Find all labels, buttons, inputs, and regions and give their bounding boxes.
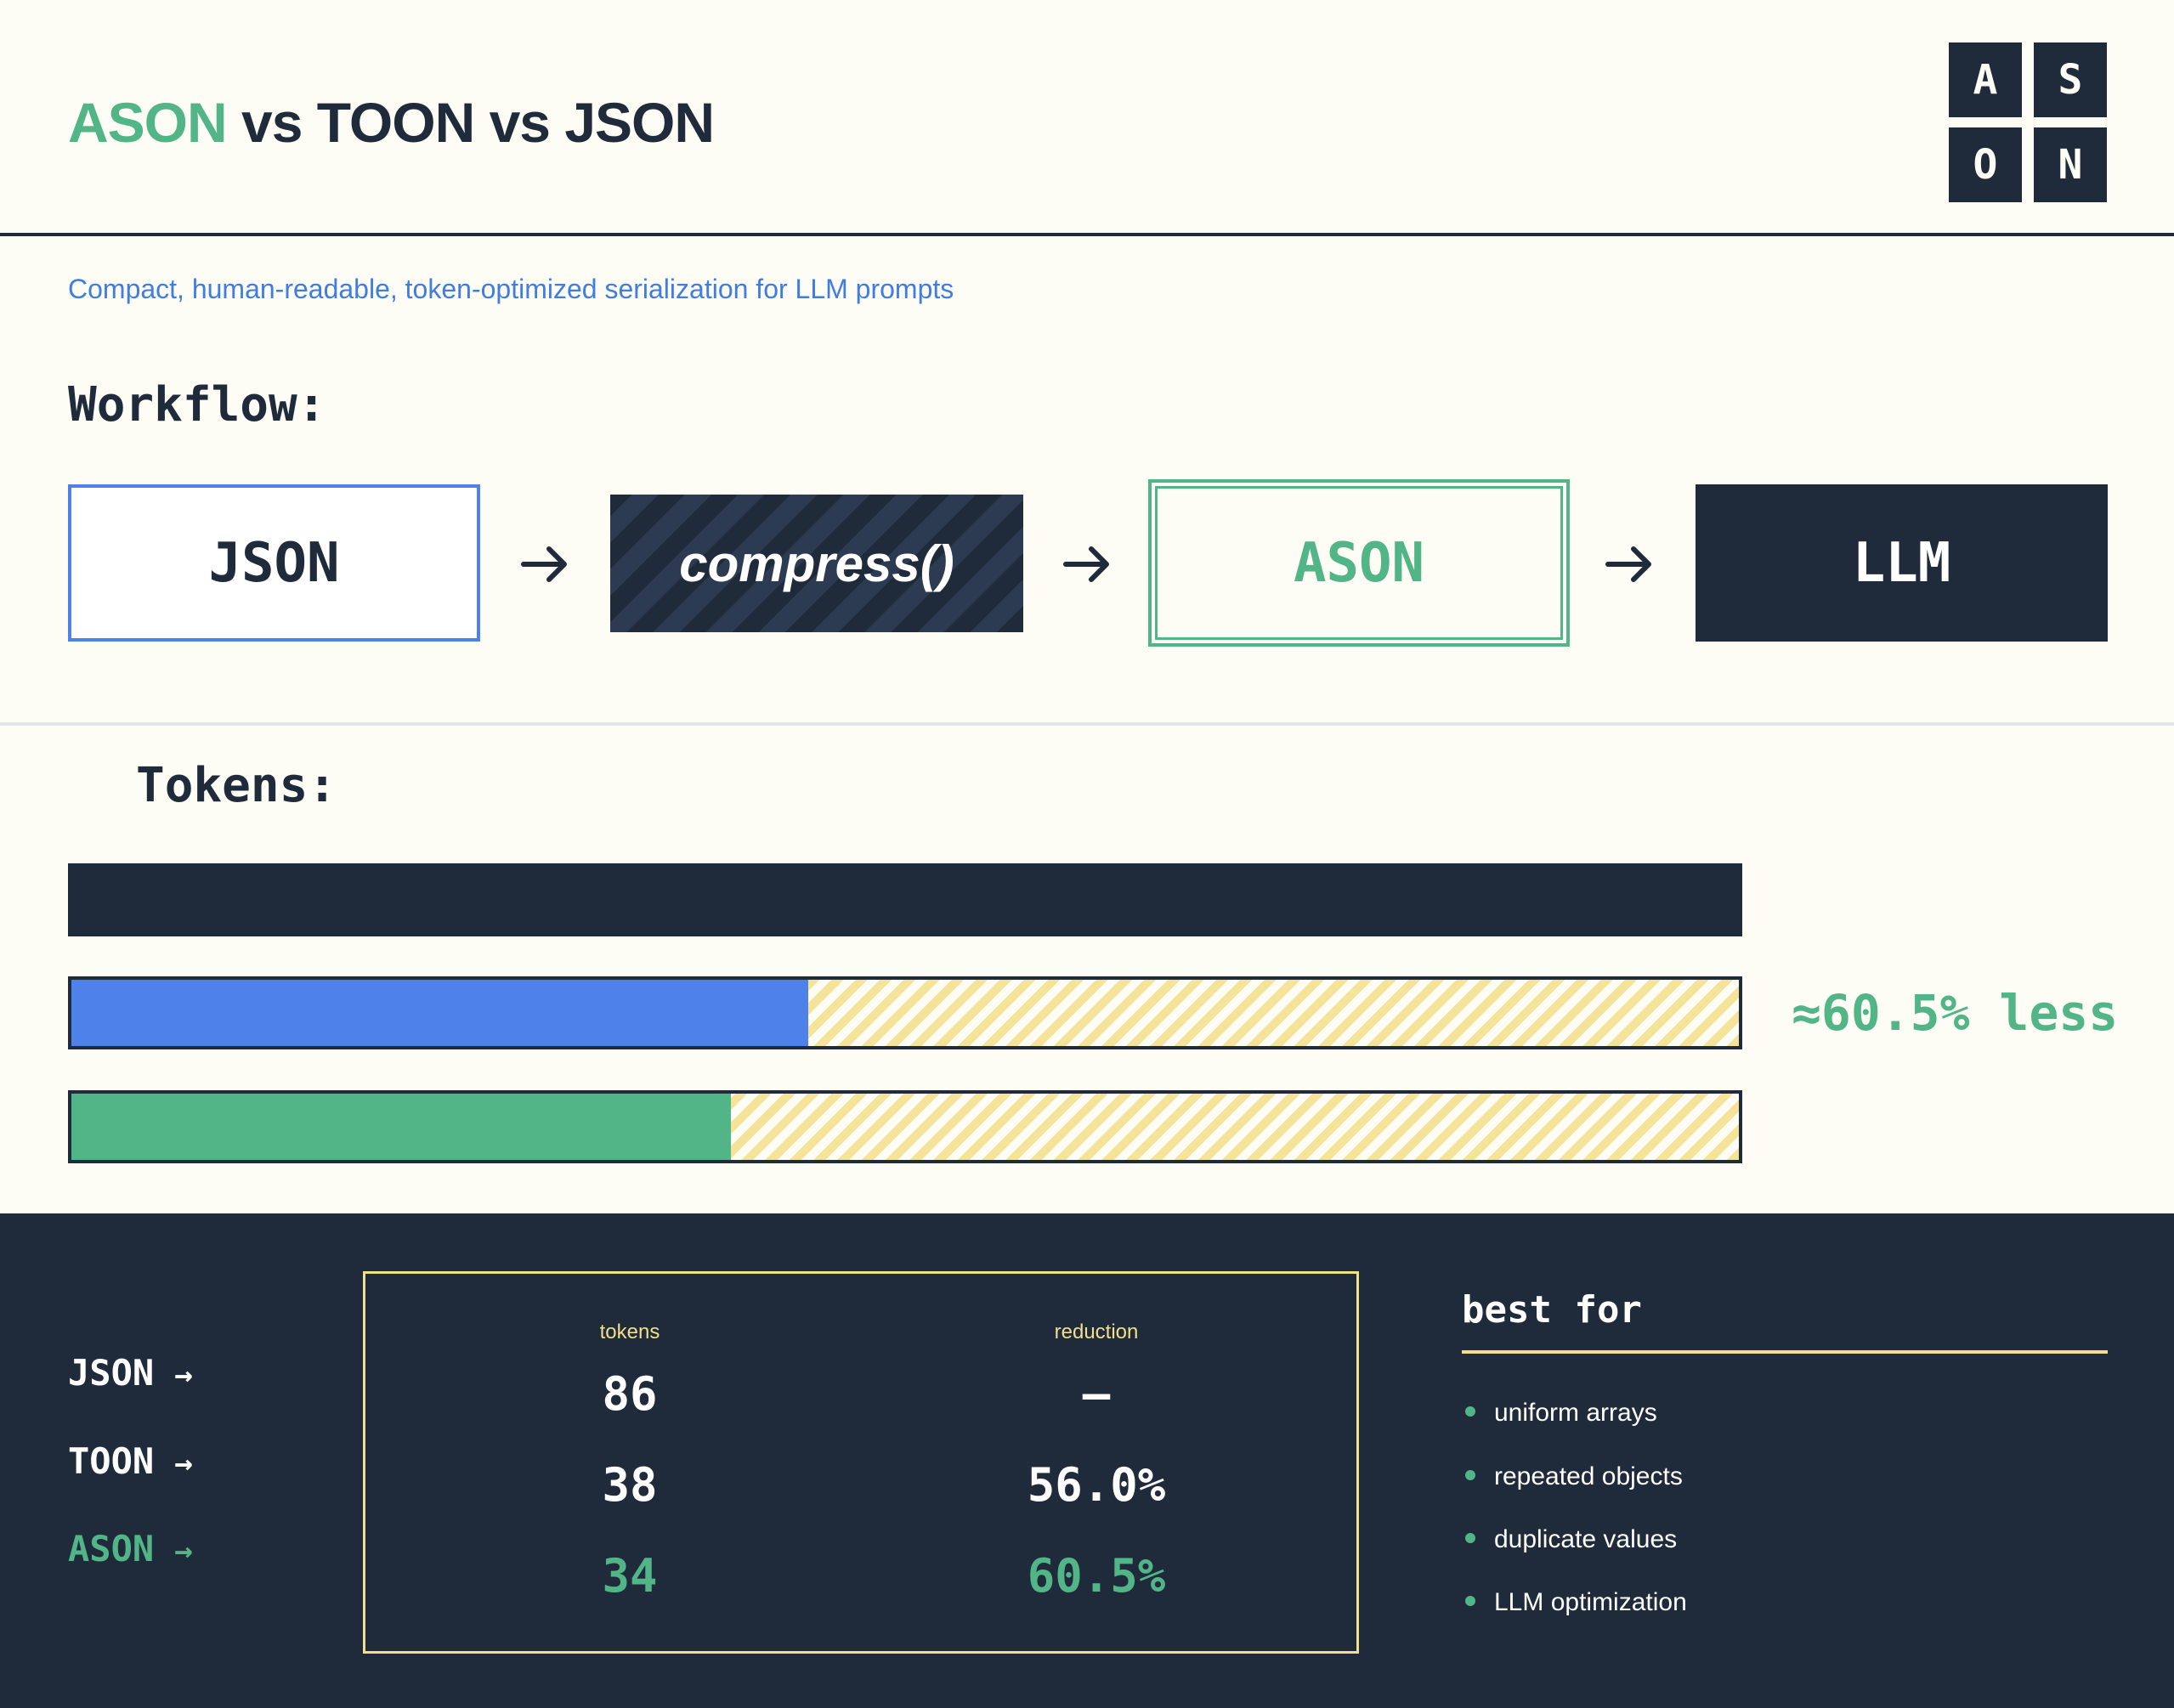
list-item-label: uniform arrays xyxy=(1494,1399,1657,1427)
token-bar-json xyxy=(68,863,1742,936)
bullet-icon xyxy=(1465,1533,1475,1544)
list-item: duplicate values xyxy=(1465,1525,1677,1554)
best-for-underline xyxy=(1462,1350,2108,1354)
arrow-right-icon: → xyxy=(174,1534,193,1569)
cell-toon-tokens: 38 xyxy=(602,1458,658,1512)
logo-letter: S xyxy=(2034,42,2107,117)
token-bar-toon xyxy=(68,976,1742,1049)
footer-panel xyxy=(0,1213,2174,1708)
workflow-step-json: JSON xyxy=(68,484,480,642)
column-header-tokens: tokens xyxy=(599,1321,660,1343)
arrow-right-icon xyxy=(1605,546,1651,582)
workflow-step-llm: LLM xyxy=(1696,484,2108,642)
row-label-toon: TOON → xyxy=(68,1440,193,1482)
row-label-json: JSON → xyxy=(68,1352,193,1394)
row-label-text: JSON xyxy=(68,1352,155,1394)
row-label-ason: ASON → xyxy=(68,1528,193,1569)
row-label-text: ASON xyxy=(68,1528,155,1569)
token-bar-ason xyxy=(68,1090,1742,1163)
logo-letter: A xyxy=(1949,42,2022,117)
subtitle: Compact, human-readable, token-optimized… xyxy=(68,274,954,304)
cell-json-reduction: — xyxy=(1082,1367,1111,1421)
header: ASON vs TOON vs JSON A S O N xyxy=(0,0,2174,236)
token-bar-fill-ason xyxy=(71,1094,731,1160)
cell-json-tokens: 86 xyxy=(602,1367,658,1421)
ason-logo: A S O N xyxy=(1949,42,2107,202)
arrow-right-icon: → xyxy=(174,1358,193,1393)
list-item-label: repeated objects xyxy=(1494,1462,1683,1490)
reduction-callout: ≈60.5% less xyxy=(1792,984,2119,1042)
title-accent: ASON xyxy=(68,91,228,154)
page-title: ASON vs TOON vs JSON xyxy=(68,90,715,155)
list-item: uniform arrays xyxy=(1465,1399,1657,1428)
logo-letter: O xyxy=(1949,127,2022,202)
list-item-label: duplicate values xyxy=(1494,1525,1678,1553)
list-item: LLM optimization xyxy=(1465,1588,1687,1617)
cell-ason-reduction: 60.5% xyxy=(1027,1549,1166,1603)
bullet-icon xyxy=(1465,1596,1475,1607)
title-rest: vs TOON vs JSON xyxy=(226,91,715,154)
tokens-label: Tokens: xyxy=(136,758,337,813)
logo-letter: N xyxy=(2034,127,2107,202)
column-header-reduction: reduction xyxy=(1054,1321,1139,1343)
best-for-title: best for xyxy=(1462,1288,1642,1332)
list-item-label: LLM optimization xyxy=(1494,1588,1687,1616)
arrow-right-icon xyxy=(521,546,567,582)
stats-table: tokens reduction 86 — 38 56.0% 34 60.5% xyxy=(363,1271,1359,1654)
token-bar-fill-toon xyxy=(71,980,808,1046)
arrow-right-icon xyxy=(1063,546,1109,582)
cell-ason-tokens: 34 xyxy=(602,1549,658,1603)
cell-toon-reduction: 56.0% xyxy=(1027,1458,1166,1512)
list-item: repeated objects xyxy=(1465,1462,1683,1491)
bullet-icon xyxy=(1465,1406,1475,1417)
arrow-right-icon: → xyxy=(174,1446,193,1481)
workflow-step-compress: compress() xyxy=(610,495,1023,632)
section-divider xyxy=(0,722,2174,726)
workflow-step-ason: ASON xyxy=(1148,479,1570,647)
bullet-icon xyxy=(1465,1470,1475,1481)
row-label-text: TOON xyxy=(68,1440,155,1482)
workflow-label: Workflow: xyxy=(68,377,326,433)
